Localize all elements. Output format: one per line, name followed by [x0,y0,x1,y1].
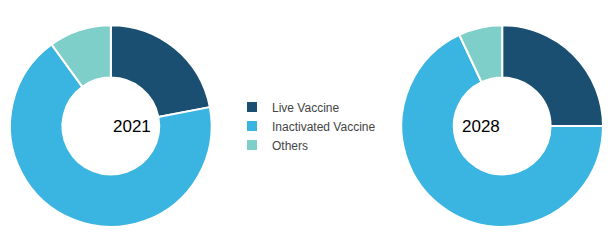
svg-text:Others: Others [272,139,308,153]
svg-text:2021: 2021 [113,117,151,136]
svg-text:Live Vaccine: Live Vaccine [272,101,339,115]
svg-text:Inactivated Vaccine: Inactivated Vaccine [272,120,375,134]
svg-text:2028: 2028 [462,117,500,136]
